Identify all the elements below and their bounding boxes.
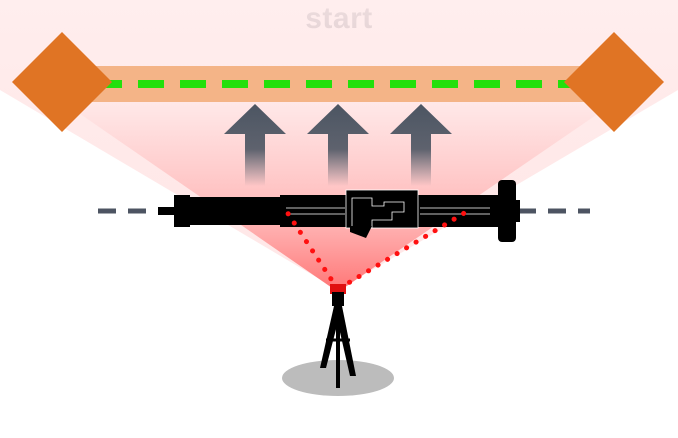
- tripod-icon: [320, 292, 356, 388]
- up-arrow-icon-2: [307, 104, 369, 186]
- laser-beam-left: [284, 209, 340, 291]
- laser-beam-right: [337, 209, 469, 291]
- right-diamond-icon: [564, 32, 664, 132]
- rifle-scope-icon: [158, 180, 520, 242]
- up-arrow-icon-1: [224, 104, 286, 186]
- left-diamond-icon: [12, 32, 112, 132]
- laser-emitter-icon: [330, 284, 346, 294]
- up-arrow-icon-3: [390, 104, 452, 186]
